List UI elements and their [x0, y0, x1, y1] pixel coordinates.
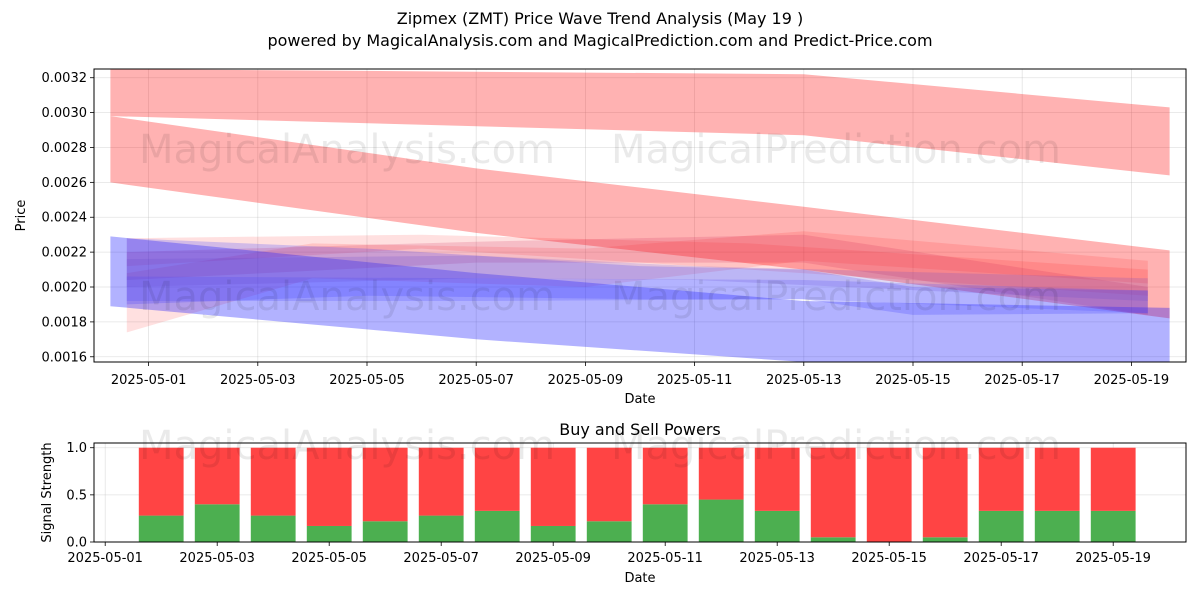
watermark-text: MagicalAnalysis.com [139, 127, 555, 173]
wave-band [126, 276, 1148, 314]
sell-bar [362, 447, 408, 522]
sell-bar [474, 447, 520, 511]
y-tick-label: 0.0 [66, 536, 87, 551]
buy-bar [642, 504, 688, 542]
buy-bar [474, 510, 520, 542]
watermarks: MagicalAnalysis.com MagicalAnalysis.com Ma… [139, 127, 1061, 469]
y-tick-label: 0.0020 [42, 281, 88, 296]
sell-bar [586, 447, 632, 522]
buy-bar [194, 504, 240, 542]
buy-bar [250, 515, 296, 542]
wave-band [126, 255, 1148, 301]
sell-bar [1090, 447, 1136, 511]
sell-bar [418, 447, 464, 516]
x-tick-label: 2025-05-01 [111, 373, 187, 388]
wave-band [126, 234, 1148, 296]
x-tick-label: 2025-05-13 [739, 551, 815, 566]
x-tick-label: 2025-05-15 [875, 373, 951, 388]
price-grid [94, 69, 1186, 362]
x-tick-label: 2025-05-11 [657, 373, 733, 388]
chart-title: Zipmex (ZMT) Price Wave Trend Analysis (… [396, 9, 804, 28]
sell-bar [194, 447, 240, 505]
x-tick-label: 2025-05-03 [179, 551, 255, 566]
power-frame [93, 442, 1187, 543]
buy-bar [1090, 510, 1136, 542]
sell-bar [306, 447, 352, 526]
watermark-text: MagicalPrediction.com [611, 274, 1061, 320]
watermark-text: MagicalPrediction.com [611, 423, 1061, 469]
price-axes: 2025-05-01 2025-05-03 2025-05-05 2025-05-07… [14, 68, 1187, 407]
x-tick-label: 2025-05-19 [1075, 551, 1151, 566]
buy-bar [138, 515, 184, 542]
wave-bands [110, 69, 1170, 362]
x-tick-label: 2025-05-07 [438, 373, 514, 388]
y-tick-label: 0.0024 [42, 211, 88, 226]
watermark-text: MagicalAnalysis.com [139, 423, 555, 469]
y-tick-label: 0.0030 [42, 106, 88, 121]
sell-bar [978, 447, 1024, 511]
buy-bar [1034, 510, 1080, 542]
sell-bar [866, 447, 912, 542]
buy-bar [810, 537, 856, 542]
chart-subtitle: powered by MagicalAnalysis.com and Magic… [267, 31, 933, 50]
sell-bar [642, 447, 688, 505]
buy-bar [754, 510, 800, 542]
buy-bar [418, 515, 464, 542]
x-tick-label: 2025-05-03 [220, 373, 296, 388]
x-axis-label: Date [624, 392, 655, 407]
y-tick-label: 0.0018 [42, 315, 88, 330]
price-frame [93, 68, 1187, 363]
y-tick-label: 0.5 [66, 488, 87, 503]
sell-bar [138, 447, 184, 516]
wave-band [126, 238, 1148, 315]
buy-bar [922, 537, 968, 542]
y-axis-label: Signal Strength [40, 442, 55, 542]
sell-bar [754, 447, 800, 511]
watermark-text: MagicalAnalysis.com [139, 274, 555, 320]
x-tick-label: 2025-05-19 [1094, 373, 1170, 388]
x-tick-label: 2025-05-09 [548, 373, 624, 388]
y-tick-label: 0.0022 [42, 246, 88, 261]
wave-band [110, 116, 1170, 319]
wave-band [110, 236, 1170, 362]
sell-bar [250, 447, 296, 516]
power-bars [138, 447, 1136, 542]
x-tick-label: 2025-05-05 [329, 373, 405, 388]
y-tick-label: 0.0026 [42, 176, 88, 191]
x-tick-label: 2025-05-15 [851, 551, 927, 566]
y-axis-label: Price [14, 200, 29, 232]
buy-bar [698, 499, 744, 542]
wave-band [110, 69, 1170, 176]
x-tick-label: 2025-05-07 [403, 551, 479, 566]
sell-bar [1034, 447, 1080, 511]
x-tick-label: 2025-05-13 [766, 373, 842, 388]
x-tick-label: 2025-05-11 [627, 551, 703, 566]
x-axis-label: Date [624, 571, 655, 586]
y-tick-label: 0.0028 [42, 141, 88, 156]
buy-bar [362, 521, 408, 542]
y-tick-label: 0.0016 [42, 350, 88, 365]
watermark-text: MagicalPrediction.com [611, 127, 1061, 173]
buy-bar [586, 521, 632, 542]
wave-band [126, 234, 1148, 315]
wave-band [126, 231, 1148, 333]
x-tick-label: 2025-05-17 [984, 373, 1060, 388]
sell-bar [810, 447, 856, 538]
x-tick-label: 2025-05-09 [515, 551, 591, 566]
x-tick-label: 2025-05-17 [963, 551, 1039, 566]
power-title: Buy and Sell Powers [559, 420, 721, 439]
power-axes: 2025-05-01 2025-05-03 2025-05-05 2025-05-07… [40, 420, 1187, 586]
buy-bar [530, 525, 576, 542]
y-tick-label: 0.0032 [42, 71, 88, 86]
y-tick-label: 1.0 [66, 441, 87, 456]
sell-bar [698, 447, 744, 500]
sell-bar [530, 447, 576, 526]
buy-bar [978, 510, 1024, 542]
buy-bar [306, 525, 352, 542]
x-tick-label: 2025-05-01 [67, 551, 143, 566]
x-tick-label: 2025-05-05 [291, 551, 367, 566]
sell-bar [922, 447, 968, 538]
